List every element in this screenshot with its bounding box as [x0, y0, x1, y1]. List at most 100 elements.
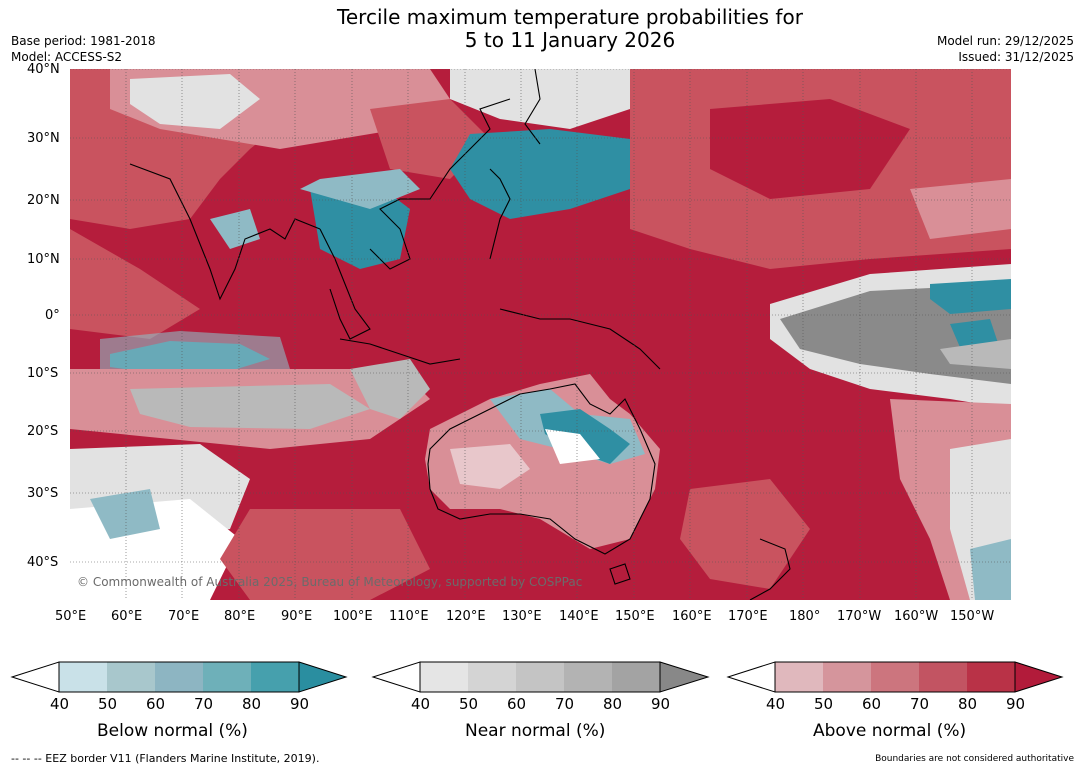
lat-label: 20°N [27, 193, 60, 208]
region-north-pacific-pink [910, 179, 1011, 239]
meta-left: Base period: 1981-2018 Model: ACCESS-S2 [11, 33, 156, 65]
lat-label: 10°N [27, 252, 60, 267]
lon-label: 80°E [224, 609, 256, 624]
region-pacific-grey-band [940, 339, 1011, 369]
region-pacific-teal-1 [930, 279, 1011, 314]
colorbar-bin [155, 662, 203, 692]
colorbar-bin [823, 662, 871, 692]
colorbar-tick: 60 [862, 695, 882, 713]
colorbar-bin [516, 662, 564, 692]
colorbar-tick: 50 [98, 695, 118, 713]
colorbar-max-arrow [659, 661, 710, 693]
lon-label: 110°E [389, 609, 429, 624]
model-run: Model run: 29/12/2025 [936, 34, 1074, 48]
base-period: Base period: 1981-2018 [11, 34, 156, 48]
coast-vietnam-china [369, 98, 511, 270]
lat-label: 10°S [27, 366, 59, 381]
coast-japan [524, 69, 541, 145]
coast-tasmania [609, 563, 631, 585]
colorbar-tick: 70 [555, 695, 575, 713]
coast-new-zealand [749, 538, 791, 600]
colorbar-label-near: Near normal (%) [465, 721, 606, 741]
lon-label: 120°E [446, 609, 486, 624]
probability-map[interactable] [70, 69, 1011, 600]
boundaries-note: Boundaries are not considered authoritat… [875, 754, 1074, 764]
colorbar-bin [107, 662, 155, 692]
region-southwest-teal [90, 489, 160, 539]
colorbar-min-arrow [10, 661, 60, 693]
colorbar-tick: 70 [194, 695, 214, 713]
lon-label: 150°W [950, 609, 995, 624]
colorbar-bin [203, 662, 251, 692]
lat-label: 40°N [27, 62, 60, 77]
colorbar-tick: 70 [910, 695, 930, 713]
colorbar-bin [564, 662, 612, 692]
map-canvas [70, 69, 1011, 600]
colorbar-bin [967, 662, 1015, 692]
region-indochina-light [300, 169, 420, 209]
coast-australia [427, 383, 656, 555]
colorbar-tick: 90 [651, 695, 671, 713]
colorbar-label-above: Above normal (%) [813, 721, 967, 741]
colorbar-tick: 80 [603, 695, 623, 713]
region-south-indian-grey [130, 384, 370, 429]
model-name: Model: ACCESS-S2 [11, 50, 123, 64]
colorbar-tick: 40 [50, 695, 70, 713]
lon-label: 150°E [615, 609, 655, 624]
lon-label: 70°E [168, 609, 200, 624]
colorbar-bin [919, 662, 967, 692]
colorbar-near-normal [371, 661, 710, 693]
colorbar-min-arrow [726, 661, 776, 693]
meta-right: Model run: 29/12/2025 Issued: 31/12/2025 [937, 33, 1074, 65]
colorbar-tick: 90 [290, 695, 310, 713]
coast-new-guinea [499, 308, 661, 370]
lon-label: 170°W [837, 609, 882, 624]
coast-indonesia [339, 338, 461, 365]
colorbar-tick: 40 [411, 695, 431, 713]
region-southeast-pacific-teal [970, 539, 1011, 600]
colorbar-below-normal [10, 661, 348, 693]
lat-label: 20°S [27, 424, 59, 439]
colorbar-label-below: Below normal (%) [97, 721, 248, 741]
graticule [70, 69, 1011, 600]
lon-label: 100°E [333, 609, 373, 624]
colorbar-tick: 40 [766, 695, 786, 713]
lon-label: 130°E [502, 609, 542, 624]
region-australia-white [545, 429, 600, 464]
lon-label: 180° [789, 609, 821, 624]
region-west-indian-ocean [70, 229, 200, 339]
region-east-china-sea-teal [450, 129, 630, 219]
colorbar-max-arrow [298, 661, 348, 693]
lat-label: 40°S [27, 555, 59, 570]
colorbar-bin [612, 662, 660, 692]
colorbar-bin [775, 662, 823, 692]
colorbar-above-normal [726, 661, 1064, 693]
colorbar-bin [59, 662, 107, 692]
colorbar-bin [871, 662, 919, 692]
region-india-light-teal [210, 209, 260, 249]
region-south-red [220, 509, 430, 600]
lon-label: 90°E [281, 609, 313, 624]
colorbar-tick: 50 [459, 695, 479, 713]
colorbar-bin [468, 662, 516, 692]
colorbar-bin [420, 662, 468, 692]
colorbar-min-arrow [371, 661, 421, 693]
eez-note: -- -- -- EEZ border V11 (Flanders Marine… [11, 752, 320, 765]
coastlines [129, 69, 791, 600]
colorbar-tick: 80 [958, 695, 978, 713]
coast-philippines [489, 168, 511, 260]
colorbar-bin [251, 662, 299, 692]
colorbars [10, 661, 1064, 693]
region-new-zealand-red [680, 479, 810, 589]
region-queensland-teal [540, 409, 630, 464]
colorbar-max-arrow [1014, 661, 1064, 693]
issued-date: Issued: 31/12/2025 [958, 50, 1074, 64]
colorbar-tick: 60 [146, 695, 166, 713]
lat-label: 0° [45, 308, 60, 323]
region-timor-sea-grey [350, 359, 430, 419]
lon-label: 170°E [728, 609, 768, 624]
copyright-watermark: © Commonwealth of Australia 2025, Bureau… [77, 575, 583, 589]
colorbar-tick: 80 [242, 695, 262, 713]
coast-india [129, 163, 321, 301]
lat-label: 30°S [27, 486, 59, 501]
